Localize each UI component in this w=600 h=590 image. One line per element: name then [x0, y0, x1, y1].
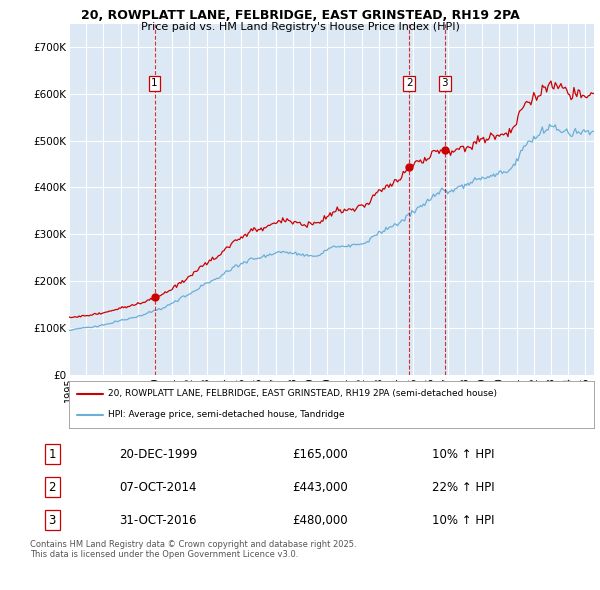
Text: 1: 1	[151, 78, 158, 88]
Text: 31-OCT-2016: 31-OCT-2016	[119, 514, 197, 527]
Text: 22% ↑ HPI: 22% ↑ HPI	[432, 481, 494, 494]
Text: Contains HM Land Registry data © Crown copyright and database right 2025.
This d: Contains HM Land Registry data © Crown c…	[30, 540, 356, 559]
Text: £165,000: £165,000	[292, 448, 348, 461]
Text: 20, ROWPLATT LANE, FELBRIDGE, EAST GRINSTEAD, RH19 2PA (semi-detached house): 20, ROWPLATT LANE, FELBRIDGE, EAST GRINS…	[109, 389, 497, 398]
Text: 10% ↑ HPI: 10% ↑ HPI	[432, 514, 494, 527]
Text: 2: 2	[49, 481, 56, 494]
Text: £443,000: £443,000	[292, 481, 348, 494]
Text: 3: 3	[442, 78, 448, 88]
Text: 3: 3	[49, 514, 56, 527]
Text: 20, ROWPLATT LANE, FELBRIDGE, EAST GRINSTEAD, RH19 2PA: 20, ROWPLATT LANE, FELBRIDGE, EAST GRINS…	[80, 9, 520, 22]
Text: 10% ↑ HPI: 10% ↑ HPI	[432, 448, 494, 461]
Text: £480,000: £480,000	[292, 514, 348, 527]
Text: 2: 2	[406, 78, 413, 88]
Text: 20-DEC-1999: 20-DEC-1999	[119, 448, 197, 461]
Text: HPI: Average price, semi-detached house, Tandridge: HPI: Average price, semi-detached house,…	[109, 410, 345, 419]
Text: 1: 1	[49, 448, 56, 461]
Text: Price paid vs. HM Land Registry's House Price Index (HPI): Price paid vs. HM Land Registry's House …	[140, 22, 460, 32]
Text: 07-OCT-2014: 07-OCT-2014	[119, 481, 197, 494]
